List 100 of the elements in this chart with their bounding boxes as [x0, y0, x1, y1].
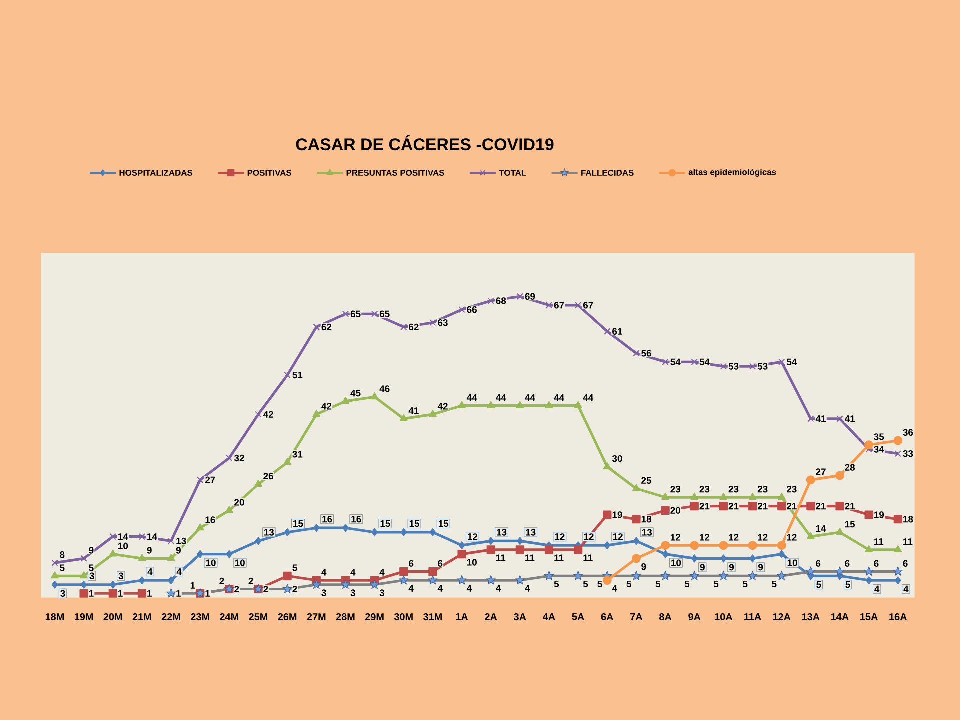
- data-label: 10: [118, 542, 128, 550]
- data-label: 4: [466, 585, 472, 592]
- data-label: 1: [89, 590, 94, 597]
- data-label: 13: [497, 529, 507, 536]
- data-label: 4: [525, 585, 530, 592]
- data-label: 10: [235, 560, 245, 566]
- data-label: 5: [598, 580, 602, 588]
- data-label: 13: [176, 538, 186, 545]
- data-label: 9: [147, 547, 152, 554]
- data-label: 2: [292, 586, 298, 593]
- x-tick-label: 12A: [773, 614, 791, 620]
- data-label: 31: [292, 451, 303, 458]
- legend-label: altas epidemiológicas: [688, 168, 776, 177]
- legend-label: TOTAL: [499, 170, 526, 176]
- data-label: 10: [672, 560, 682, 566]
- data-label: 12: [613, 534, 623, 540]
- x-tick-label: 20M: [104, 614, 122, 621]
- data-label: 1: [118, 590, 123, 597]
- data-label: 12: [729, 534, 739, 541]
- data-label: 21: [758, 502, 768, 510]
- legend-label: HOSPITALIZADAS: [120, 170, 193, 176]
- data-label: 2: [220, 578, 224, 584]
- x-tick-label: 1A: [456, 614, 468, 620]
- data-label: 5: [714, 580, 719, 588]
- data-label: 42: [263, 411, 274, 418]
- data-label: 54: [670, 358, 681, 366]
- data-label: 9: [176, 547, 181, 554]
- data-label: 1: [176, 590, 182, 597]
- legend-label: PRESUNTAS POSITIVAS: [346, 170, 444, 176]
- data-label: 30: [612, 455, 622, 462]
- data-label: 13: [526, 529, 536, 536]
- data-label: 9: [89, 547, 94, 554]
- data-label: 23: [728, 486, 739, 493]
- data-label: 61: [612, 328, 622, 335]
- data-label: 12: [787, 534, 797, 541]
- data-label: 11: [554, 554, 564, 562]
- data-label: 10: [788, 560, 798, 566]
- data-label: 18: [642, 516, 652, 523]
- data-label: 5: [816, 582, 822, 588]
- data-label: 9: [642, 563, 646, 570]
- data-label: 33: [903, 450, 914, 458]
- data-label: 44: [525, 394, 536, 402]
- data-label: 12: [758, 534, 768, 541]
- data-label: 23: [786, 486, 797, 493]
- x-tick-label: 21M: [132, 614, 152, 620]
- data-label: 41: [816, 416, 826, 422]
- data-label: 23: [758, 486, 768, 493]
- data-label: 44: [583, 394, 594, 402]
- data-label: 3: [350, 590, 356, 596]
- data-label: 36: [903, 429, 914, 436]
- x-tick-label: 6A: [601, 614, 614, 621]
- data-label: 6: [903, 560, 908, 567]
- data-label: 6: [816, 560, 821, 567]
- data-label: 67: [554, 302, 564, 309]
- data-label: 4: [380, 569, 385, 576]
- data-label: 42: [322, 403, 332, 410]
- data-label: 44: [554, 394, 565, 402]
- data-label: 15: [380, 520, 390, 528]
- data-label: 18: [904, 516, 914, 523]
- x-tick-label: 25M: [249, 614, 268, 621]
- x-tick-label: 9A: [688, 614, 701, 621]
- data-label: 41: [844, 416, 856, 422]
- data-label: 28: [845, 464, 856, 471]
- x-tick-label: 3A: [514, 614, 526, 621]
- data-label: 4: [148, 568, 153, 576]
- data-label: 5: [554, 580, 560, 588]
- data-label: 11: [904, 538, 913, 546]
- data-label: 5: [626, 580, 632, 588]
- x-tick-label: 15A: [860, 614, 878, 620]
- data-label: 5: [846, 582, 850, 588]
- x-tick-label: 7A: [630, 614, 643, 620]
- data-label: 21: [786, 502, 797, 510]
- data-label: 5: [743, 580, 748, 588]
- data-label: 63: [438, 320, 448, 326]
- data-label: 11: [496, 554, 506, 562]
- data-label: 5: [292, 564, 298, 572]
- data-label: 4: [350, 569, 356, 576]
- data-label: 15: [294, 520, 304, 528]
- data-label: 3: [60, 590, 66, 597]
- data-label: 16: [352, 516, 362, 523]
- data-label: 9: [758, 564, 764, 571]
- data-label: 12: [555, 534, 565, 540]
- data-label: 42: [438, 403, 448, 410]
- data-label: 21: [845, 502, 856, 510]
- data-label: 44: [466, 394, 478, 402]
- x-tick-label: 31M: [423, 614, 442, 621]
- data-label: 20: [670, 507, 680, 514]
- data-label: 8: [60, 552, 65, 558]
- x-tick-label: 18M: [46, 614, 64, 621]
- data-label: 6: [845, 560, 850, 567]
- data-label: 4: [438, 585, 443, 592]
- data-label: 26: [264, 472, 274, 480]
- data-label: 20: [234, 499, 244, 506]
- data-label: 54: [786, 358, 798, 366]
- data-label: 12: [700, 534, 710, 541]
- data-label: 16: [322, 516, 332, 523]
- data-label: 15: [845, 521, 856, 528]
- data-label: 3: [380, 590, 385, 596]
- x-tick-label: 5A: [572, 614, 584, 620]
- x-tick-label: 10A: [715, 614, 733, 621]
